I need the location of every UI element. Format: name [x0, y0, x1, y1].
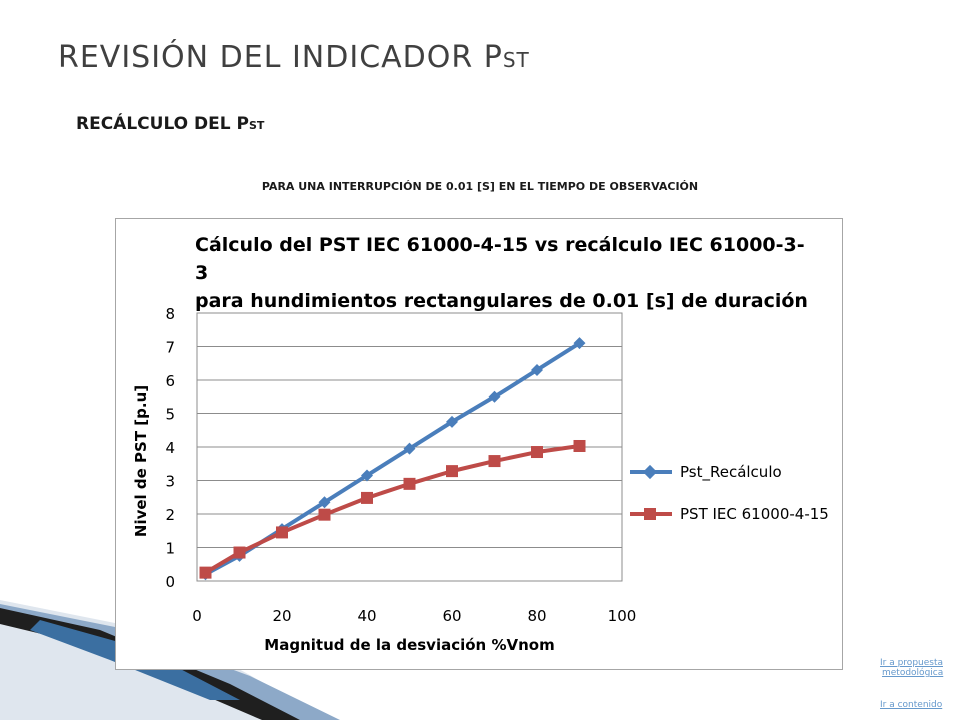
slide-title: REVISIÓN DEL INDICADOR PST: [58, 40, 530, 75]
y-tick-label-8: 8: [165, 305, 175, 323]
chart-title-line2: para hundimientos rectangulares de 0.01 …: [195, 290, 808, 312]
x-tick-label-0: 0: [192, 607, 202, 625]
plot-area-border: [196, 312, 623, 582]
section-subtitle: RECÁLCULO DEL PST: [76, 114, 264, 134]
y-tick-label-6: 6: [165, 372, 175, 390]
y-tick-label-4: 4: [165, 439, 175, 457]
y-tick-label-1: 1: [165, 540, 175, 558]
link-propuesta-line1[interactable]: Ir a propuesta: [880, 658, 943, 668]
series-1-point-1: [233, 546, 246, 559]
series-1-point-5: [403, 477, 416, 490]
series-1-point-8: [531, 446, 543, 459]
y-tick-label-5: 5: [165, 406, 175, 424]
series-1-point-2: [276, 526, 288, 539]
x-tick-label-20: 20: [272, 607, 291, 625]
y-tick-label-3: 3: [165, 473, 175, 491]
chart-legend: Pst_Recálculo PST IEC 61000-4-15: [628, 451, 829, 535]
legend-item-1: PST IEC 61000-4-15: [628, 493, 829, 535]
series-1-point-3: [318, 508, 331, 521]
section-subtitle-main: RECÁLCULO DEL P: [76, 114, 249, 134]
x-tick-label-40: 40: [357, 607, 376, 625]
link-propuesta-line2[interactable]: metodológica: [882, 668, 944, 678]
series-0-point-5: [403, 442, 416, 455]
series-1-point-9: [573, 439, 586, 452]
series-1-point-6: [446, 465, 458, 478]
legend-item-0: Pst_Recálculo: [628, 451, 829, 493]
series-1-point-4: [361, 491, 373, 504]
x-axis-label: Magnitud de la desviación %Vnom: [264, 636, 554, 654]
y-tick-label-2: 2: [165, 506, 175, 524]
chart-title: Cálculo del PST IEC 61000-4-15 vs recálc…: [195, 231, 815, 315]
x-tick-label-80: 80: [527, 607, 546, 625]
series-0-point-4: [361, 469, 373, 482]
y-tick-label-7: 7: [165, 339, 175, 357]
x-tick-label-60: 60: [442, 607, 461, 625]
series-1-point-7: [488, 455, 501, 468]
series-0-point-6: [446, 415, 458, 428]
series-line-1: [204, 444, 580, 575]
section-subtitle-subscript: ST: [248, 119, 265, 132]
link-propuesta-metodologica[interactable]: Ir a propuesta metodológica: [880, 658, 943, 678]
series-0-point-7: [488, 390, 501, 403]
series-0-point-9: [573, 337, 586, 350]
legend-label-1: PST IEC 61000-4-15: [680, 505, 829, 523]
legend-marker-1: [644, 508, 656, 520]
y-axis-label: Nivel de PST [p.u]: [132, 385, 150, 537]
link-ir-a-contenido[interactable]: Ir a contenido: [880, 700, 943, 710]
y-tick-label-0: 0: [165, 573, 175, 591]
legend-label-0: Pst_Recálculo: [680, 463, 782, 481]
chart-frame: Cálculo del PST IEC 61000-4-15 vs recálc…: [115, 218, 843, 670]
series-1-point-0: [199, 566, 212, 579]
legend-marker-0: [642, 464, 658, 480]
chart-title-line1: Cálculo del PST IEC 61000-4-15 vs recálc…: [195, 234, 805, 284]
series-0-point-3: [318, 496, 331, 509]
series-line-0: [204, 341, 581, 577]
slide-title-subscript: ST: [502, 48, 530, 72]
slide-title-main: REVISIÓN DEL INDICADOR P: [58, 40, 503, 75]
series-0-point-8: [531, 363, 543, 376]
x-tick-label-100: 100: [608, 607, 637, 625]
chart-caption: PARA UNA INTERRUPCIÓN DE 0.01 [S] EN EL …: [261, 180, 699, 193]
